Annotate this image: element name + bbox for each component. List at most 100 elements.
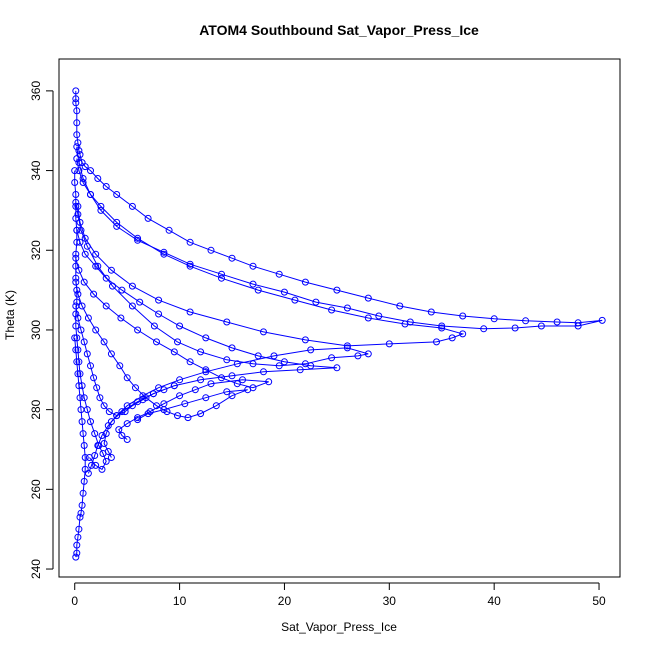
data-point <box>239 376 246 384</box>
data-point <box>128 282 136 290</box>
data-point <box>438 324 446 332</box>
data-point <box>301 336 309 344</box>
data-point <box>102 183 110 190</box>
data-point <box>328 306 336 314</box>
data-point <box>74 370 82 378</box>
data-point <box>73 238 81 246</box>
data-point <box>228 392 236 400</box>
data-point <box>280 358 288 366</box>
data-point <box>223 388 231 396</box>
data-point <box>123 420 131 428</box>
data-point <box>427 308 435 316</box>
data-point <box>149 390 157 398</box>
data-point <box>92 250 100 258</box>
data-point <box>307 362 315 370</box>
data-point <box>102 457 110 465</box>
data-point <box>223 318 231 326</box>
data-point <box>76 394 84 402</box>
data-point <box>98 432 106 439</box>
data-point <box>197 410 205 418</box>
data-point <box>72 214 80 222</box>
x-tick-label: 20 <box>278 594 292 608</box>
data-point <box>79 179 87 186</box>
data-point <box>176 376 184 384</box>
data-point <box>598 316 606 324</box>
data-point <box>72 262 80 270</box>
data-point <box>85 454 93 461</box>
data-point <box>228 372 236 380</box>
data-point <box>136 298 144 306</box>
data-point <box>218 274 225 282</box>
data-point <box>74 202 82 210</box>
data-point <box>79 430 87 438</box>
series-6 <box>72 278 252 424</box>
data-point <box>90 290 98 298</box>
data-point <box>144 214 152 222</box>
data-point <box>113 222 121 230</box>
data-point <box>81 250 89 258</box>
data-point <box>202 366 210 374</box>
data-point <box>146 408 154 416</box>
x-axis: 0 10 20 30 40 50 <box>71 582 606 608</box>
data-point <box>78 418 86 426</box>
data-point <box>223 356 231 364</box>
data-point <box>94 175 102 182</box>
data-point <box>107 266 115 274</box>
y-tick-label: 300 <box>29 320 43 340</box>
data-point <box>333 364 341 372</box>
data-point <box>74 314 82 322</box>
data-point <box>92 326 100 334</box>
data-point <box>385 340 393 348</box>
series-line <box>76 158 465 347</box>
y-tick-label: 340 <box>29 160 43 180</box>
series-line <box>75 90 603 330</box>
chart-title: ATOM4 Southbound Sat_Vapor_Press_Ice <box>199 22 479 38</box>
data-point <box>212 402 220 410</box>
data-point <box>91 430 99 438</box>
data-point <box>260 368 267 376</box>
data-point <box>170 382 178 390</box>
data-point <box>71 334 79 342</box>
data-point <box>113 218 121 226</box>
data-point <box>123 436 131 443</box>
data-point <box>72 274 80 282</box>
data-point <box>95 442 103 449</box>
data-point <box>123 374 131 382</box>
data-point <box>72 310 80 318</box>
data-point <box>73 131 81 139</box>
data-point <box>480 325 488 333</box>
y-axis-label: Theta (K) <box>3 290 17 340</box>
data-point <box>228 254 236 262</box>
data-point <box>265 378 273 386</box>
data-point <box>73 155 81 163</box>
data-point <box>174 412 181 420</box>
data-point <box>459 330 467 338</box>
data-layer <box>71 87 606 561</box>
data-point <box>270 352 278 360</box>
data-point <box>115 426 123 434</box>
data-point <box>275 362 283 370</box>
data-point <box>96 394 104 402</box>
data-point <box>71 179 79 186</box>
data-point <box>74 346 82 354</box>
data-point <box>160 386 168 394</box>
data-point <box>312 298 320 306</box>
data-point <box>155 296 163 304</box>
series-9 <box>71 167 110 473</box>
data-point <box>100 402 108 410</box>
data-point <box>113 412 121 420</box>
data-point <box>202 394 210 402</box>
data-point <box>186 358 194 366</box>
data-point <box>134 326 142 334</box>
data-point <box>80 278 88 286</box>
data-point <box>77 326 85 334</box>
y-tick-label: 240 <box>29 559 43 579</box>
data-point <box>134 416 142 424</box>
data-point <box>218 270 225 278</box>
data-point <box>92 461 100 469</box>
data-point <box>75 167 83 175</box>
data-point <box>83 242 91 250</box>
data-point <box>83 406 91 414</box>
data-point <box>73 541 81 549</box>
data-point <box>176 322 184 330</box>
